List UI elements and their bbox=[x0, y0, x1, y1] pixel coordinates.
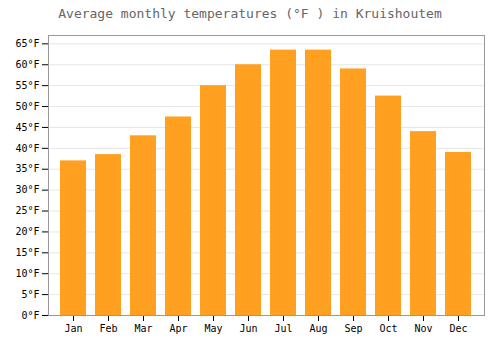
svg-text:25°F: 25°F bbox=[15, 205, 39, 216]
svg-text:40°F: 40°F bbox=[15, 143, 39, 154]
svg-text:10°F: 10°F bbox=[15, 268, 39, 279]
svg-text:5°F: 5°F bbox=[21, 289, 39, 300]
svg-text:55°F: 55°F bbox=[15, 80, 39, 91]
svg-text:50°F: 50°F bbox=[15, 101, 39, 112]
svg-text:0°F: 0°F bbox=[21, 310, 39, 321]
svg-text:15°F: 15°F bbox=[15, 247, 39, 258]
svg-text:Apr: Apr bbox=[169, 323, 187, 334]
svg-text:Feb: Feb bbox=[99, 323, 117, 334]
svg-text:Mar: Mar bbox=[134, 323, 152, 334]
svg-text:May: May bbox=[204, 323, 222, 334]
svg-text:20°F: 20°F bbox=[15, 226, 39, 237]
svg-text:Oct: Oct bbox=[379, 323, 397, 334]
svg-text:45°F: 45°F bbox=[15, 122, 39, 133]
html-text:Average monthly temperatures (: Average monthly temperatures (°F ) in Kr… bbox=[58, 6, 442, 21]
svg-text:Aug: Aug bbox=[309, 323, 327, 334]
svg-text:35°F: 35°F bbox=[15, 163, 39, 174]
svg-text:Jan: Jan bbox=[64, 323, 82, 334]
svg-text:Nov: Nov bbox=[414, 323, 432, 334]
svg-text:Jul: Jul bbox=[274, 323, 292, 334]
svg-text:30°F: 30°F bbox=[15, 184, 39, 195]
svg-text:Dec: Dec bbox=[449, 323, 467, 334]
svg-text:60°F: 60°F bbox=[15, 59, 39, 70]
svg-text:Jun: Jun bbox=[239, 323, 257, 334]
svg-text:65°F: 65°F bbox=[15, 38, 39, 49]
svg-text:Sep: Sep bbox=[344, 323, 362, 334]
